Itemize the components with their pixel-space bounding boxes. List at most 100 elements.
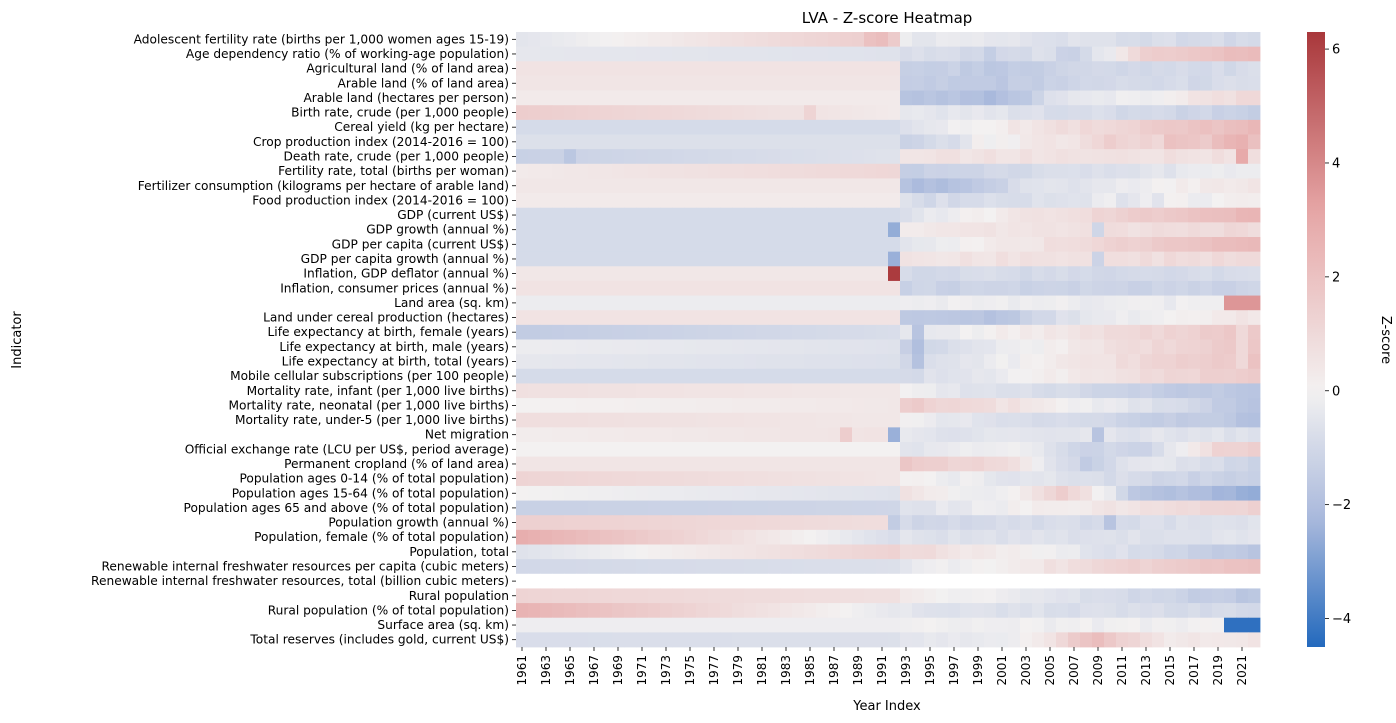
y-tick-label: Life expectancy at birth, total (years) — [282, 354, 509, 368]
heatmap-cell — [780, 383, 793, 399]
heatmap-cell — [1080, 544, 1093, 560]
heatmap-cell — [804, 324, 817, 340]
heatmap-cell — [636, 105, 649, 121]
heatmap-cell — [1128, 222, 1141, 238]
heatmap-cell — [672, 339, 685, 355]
heatmap-cell — [888, 339, 901, 355]
heatmap-cell — [768, 310, 781, 326]
heatmap-cell — [828, 471, 841, 487]
heatmap-cell — [516, 90, 529, 106]
heatmap-cell — [888, 310, 901, 326]
heatmap-cell — [972, 32, 985, 48]
heatmap-cell — [768, 559, 781, 575]
heatmap-cell — [1020, 485, 1033, 501]
heatmap-cell — [996, 207, 1009, 223]
heatmap-cell — [1212, 471, 1225, 487]
heatmap-cell — [660, 237, 673, 253]
heatmap-cell — [1140, 368, 1153, 384]
heatmap-cell — [576, 149, 589, 165]
heatmap-cell — [708, 178, 721, 194]
heatmap-cell — [1116, 90, 1129, 106]
heatmap-cell — [540, 398, 553, 414]
heatmap-cell — [1092, 163, 1105, 179]
heatmap-cell — [660, 90, 673, 106]
heatmap-cell — [1224, 193, 1237, 209]
heatmap-cell — [948, 207, 961, 223]
heatmap-cell — [1164, 324, 1177, 340]
heatmap-cell — [1212, 266, 1225, 282]
heatmap-cell — [1068, 207, 1081, 223]
heatmap-cell — [1020, 105, 1033, 121]
heatmap-cell — [816, 559, 829, 575]
heatmap-cell — [552, 207, 565, 223]
heatmap-cell — [984, 617, 997, 633]
heatmap-cell — [1056, 178, 1069, 194]
y-tick-label: Life expectancy at birth, male (years) — [279, 340, 509, 354]
heatmap-cell — [696, 485, 709, 501]
heatmap-cell — [552, 485, 565, 501]
heatmap-cell — [1176, 573, 1189, 589]
heatmap-cell — [744, 280, 757, 296]
heatmap-cell — [888, 485, 901, 501]
heatmap-cell — [1056, 46, 1069, 62]
heatmap-cell — [660, 617, 673, 633]
heatmap-cell — [552, 46, 565, 62]
heatmap-cell — [1020, 149, 1033, 165]
heatmap-cell — [1152, 310, 1165, 326]
heatmap-cell — [564, 222, 577, 238]
heatmap-cell — [660, 163, 673, 179]
heatmap-cell — [852, 75, 865, 91]
heatmap-cell — [672, 266, 685, 282]
heatmap-cell — [864, 427, 877, 443]
heatmap-cell — [744, 442, 757, 458]
heatmap-cell — [1068, 368, 1081, 384]
heatmap-cell — [1188, 559, 1201, 575]
heatmap-cell — [1080, 295, 1093, 311]
heatmap-cell — [1248, 588, 1261, 604]
heatmap-cell — [708, 354, 721, 370]
heatmap-cell — [948, 178, 961, 194]
heatmap-cell — [684, 471, 697, 487]
heatmap-cell — [1056, 471, 1069, 487]
heatmap-cell — [1176, 632, 1189, 648]
heatmap-cell — [900, 529, 913, 545]
heatmap-cell — [1200, 149, 1213, 165]
heatmap-cell — [936, 354, 949, 370]
heatmap-cell — [756, 471, 769, 487]
heatmap-cell — [720, 588, 733, 604]
heatmap-cell — [648, 588, 661, 604]
heatmap-cell — [624, 559, 637, 575]
heatmap-cell — [696, 90, 709, 106]
heatmap-cell — [768, 237, 781, 253]
heatmap-cell — [1080, 178, 1093, 194]
heatmap-cell — [1080, 383, 1093, 399]
heatmap-cell — [600, 75, 613, 91]
heatmap-cell — [708, 588, 721, 604]
heatmap-cell — [984, 573, 997, 589]
heatmap-cell — [564, 237, 577, 253]
heatmap-cell — [756, 119, 769, 135]
heatmap-cell — [1212, 310, 1225, 326]
x-tick-label: 1977 — [707, 655, 721, 686]
heatmap-cell — [588, 354, 601, 370]
heatmap-cell — [1044, 485, 1057, 501]
y-tick-label: Inflation, consumer prices (annual %) — [280, 281, 509, 295]
heatmap-cell — [960, 119, 973, 135]
heatmap-cell — [576, 251, 589, 267]
heatmap-cell — [720, 207, 733, 223]
heatmap-cell — [1116, 149, 1129, 165]
heatmap-cell — [1008, 485, 1021, 501]
heatmap-cell — [960, 632, 973, 648]
heatmap-cell — [540, 280, 553, 296]
heatmap-cell — [1140, 427, 1153, 443]
heatmap-cell — [864, 266, 877, 282]
heatmap-cell — [516, 237, 529, 253]
heatmap-cell — [852, 398, 865, 414]
heatmap-cell — [912, 310, 925, 326]
heatmap-cell — [972, 75, 985, 91]
heatmap-cell — [1008, 149, 1021, 165]
heatmap-cell — [1224, 119, 1237, 135]
heatmap-cell — [996, 588, 1009, 604]
heatmap-cell — [1128, 310, 1141, 326]
heatmap-cell — [1032, 456, 1045, 472]
